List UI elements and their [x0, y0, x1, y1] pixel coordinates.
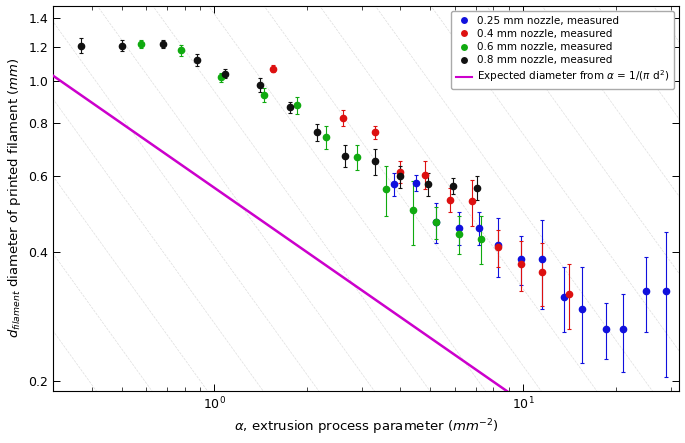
Legend: 0.25 mm nozzle, measured, 0.4 mm nozzle, measured, 0.6 mm nozzle, measured, 0.8 : 0.25 mm nozzle, measured, 0.4 mm nozzle,… [451, 11, 674, 89]
Y-axis label: $d_{filament}$ diameter of printed filament ($mm$): $d_{filament}$ diameter of printed filam… [5, 58, 23, 338]
X-axis label: $\alpha$, extrusion process parameter ($mm^{-2}$): $\alpha$, extrusion process parameter ($… [234, 418, 499, 437]
